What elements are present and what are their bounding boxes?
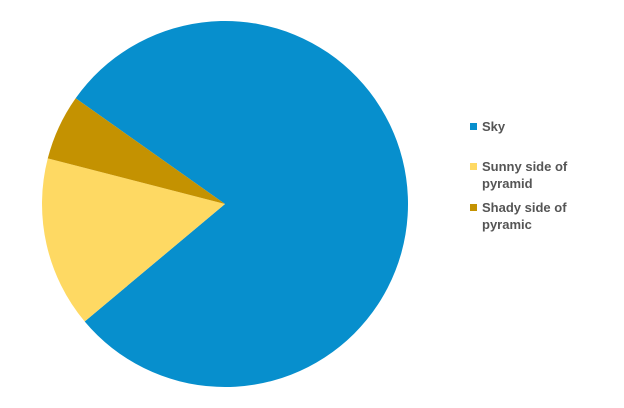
legend-swatch (470, 123, 477, 130)
pie-slice-sky (75, 20, 409, 387)
legend-swatch (470, 163, 477, 170)
legend-label: Shady side of (482, 200, 567, 215)
legend-label: pyramic (482, 217, 532, 232)
legend-item-0: Sky (470, 119, 506, 134)
legend-swatch (470, 204, 477, 211)
pie-slice-shady-side-of-pyramic (47, 98, 225, 204)
legend: Sky Sunny side of pyramid Shady side of pyra… (470, 119, 568, 232)
pie-slices (42, 20, 409, 387)
legend-label: pyramid (482, 176, 533, 191)
legend-label: Sunny side of (482, 159, 568, 174)
legend-item-1: Sunny side of pyramid (470, 159, 568, 191)
pie-slice-sunny-side-of-pyramid (42, 158, 225, 322)
legend-item-2: Shady side of pyramic (470, 200, 567, 232)
legend-label: Sky (482, 119, 506, 134)
